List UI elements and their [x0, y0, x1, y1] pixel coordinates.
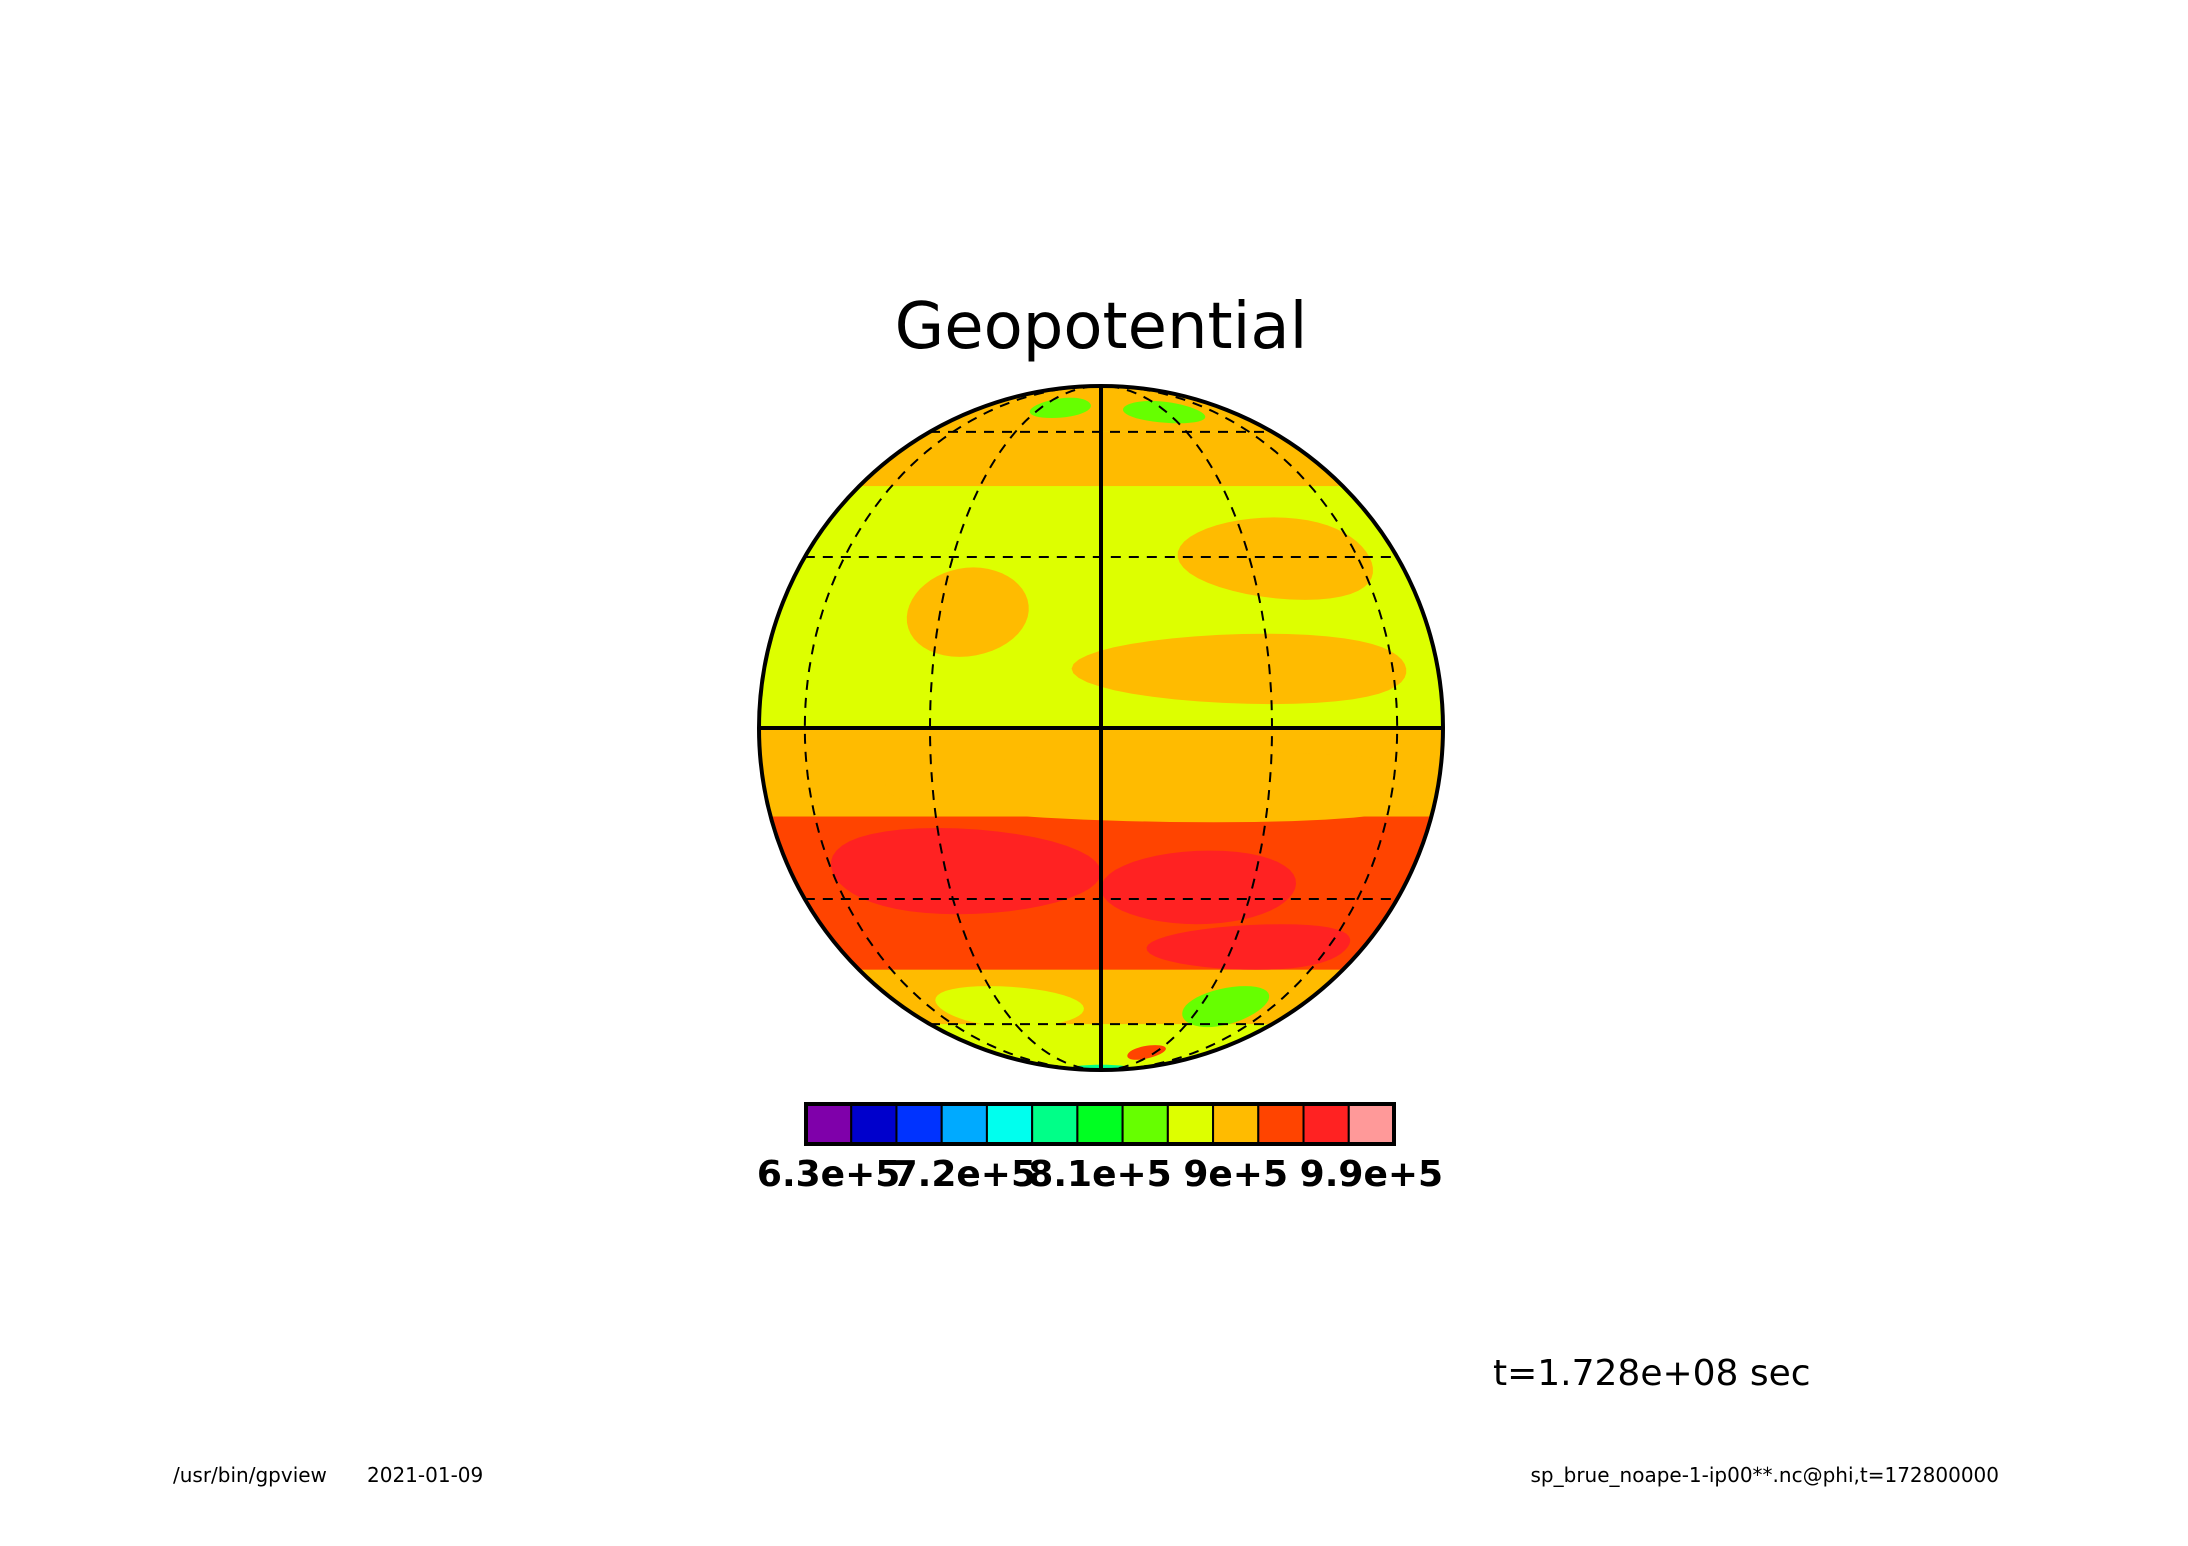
time-label: t=1.728e+08 sec — [1493, 1353, 1811, 1394]
contour-patch-4 — [1029, 397, 1091, 418]
globe-map — [757, 384, 1445, 1072]
contour-patch-6 — [831, 828, 1101, 915]
colorbar-swatch — [985, 1103, 1034, 1145]
colorbar-swatch — [1031, 1103, 1079, 1145]
graticule — [759, 386, 1443, 1070]
colorbar-tick-label: 9.9e+5 — [1300, 1154, 1443, 1195]
colorbar-swatch — [1076, 1103, 1124, 1145]
contour-patch-9 — [884, 751, 1433, 823]
colorbar-swatch — [895, 1103, 943, 1145]
colorbar-frame — [804, 1102, 1396, 1146]
colorbar-swatch — [1212, 1103, 1260, 1145]
colorbar-swatch — [850, 1103, 898, 1145]
contour-patch-5 — [1123, 400, 1206, 424]
colorbar-swatch — [805, 1103, 853, 1145]
contour-patch-8 — [1146, 924, 1351, 970]
colorbar-tick-label: 6.3e+5 — [757, 1154, 900, 1195]
colorbar-tick-label: 9e+5 — [1183, 1154, 1288, 1195]
colorbar-swatch — [1257, 1103, 1305, 1145]
colorbar-swatch — [1121, 1103, 1169, 1145]
chart-title: Geopotential — [895, 290, 1308, 364]
colorbar-swatch — [940, 1103, 988, 1145]
footer-program: /usr/bin/gpview — [173, 1463, 327, 1487]
colorbar: 6.3e+57.2e+58.1e+5 9e+5 9.9e+5 — [757, 1102, 1443, 1195]
contour-patch-10 — [1182, 986, 1270, 1028]
contour-patch-1 — [1177, 517, 1373, 600]
colorbar-tick-label: 7.2e+5 — [893, 1154, 1036, 1195]
colorbar-swatch — [1302, 1103, 1350, 1145]
colorbar-swatch — [1166, 1103, 1215, 1145]
colorbar-swatch — [1347, 1103, 1396, 1145]
footer-source: sp_brue_noape-1-ip00**.nc@phi,t=17280000… — [1531, 1463, 1999, 1487]
meridian-line — [1100, 386, 1399, 1070]
contour-patch-12 — [935, 986, 1084, 1028]
globe-outline — [757, 384, 1445, 1072]
contour-patch-2 — [1071, 633, 1407, 705]
contour-patch-11 — [1127, 1045, 1166, 1060]
footer-date: 2021-01-09 — [367, 1463, 483, 1487]
contour-patch-3 — [830, 494, 962, 573]
colorbar-tick-label: 8.1e+5 — [1028, 1154, 1171, 1195]
